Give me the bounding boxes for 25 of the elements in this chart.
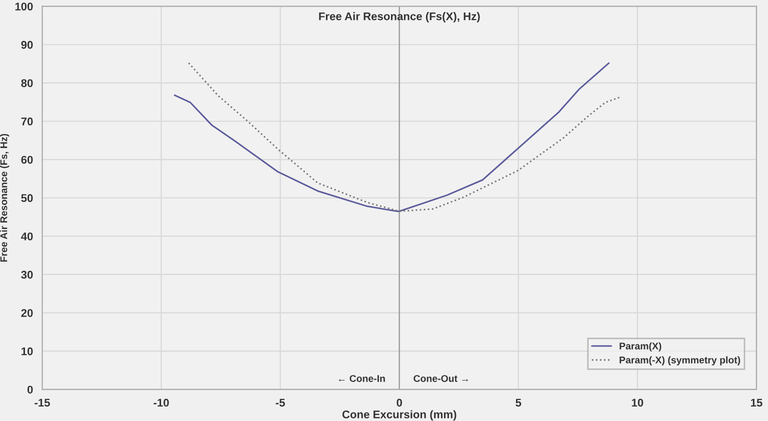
y-tick-label: 30 [21,270,33,279]
legend-label: Param(X) [620,342,662,352]
y-tick-label: 20 [21,309,33,317]
y-tick-label: 70 [21,118,33,126]
x-tick-label: -5 [276,398,285,407]
x-tick-label: 5 [516,398,522,407]
y-axis-title: Free Air Resonance (Fs, Hz) [0,134,10,262]
y-tick-label: 10 [22,347,33,356]
x-axis-title: Cone Excursion (mm) [342,410,456,421]
x-tick-label: 10 [632,398,644,407]
x-tick-label: -15 [34,398,50,407]
annotation: ← Cone-In [338,375,385,382]
y-tick-label: 80 [21,79,33,88]
y-tick-label: 40 [21,232,33,240]
y-tick-label: 0 [27,386,33,394]
x-tick-label: 0 [396,398,402,407]
y-tick-label: 90 [21,40,33,49]
y-tick-label: 50 [21,194,33,202]
x-tick-label: 15 [751,398,762,407]
y-tick-label: 100 [15,2,33,10]
legend-label: Param(-X) (symmetry plot) [620,356,740,366]
x-tick-label: -10 [154,398,169,407]
annotation: Cone-Out → [414,375,468,382]
y-tick-label: 60 [21,156,33,164]
chart-title: Free Air Resonance (Fs(X), Hz) [319,12,480,22]
